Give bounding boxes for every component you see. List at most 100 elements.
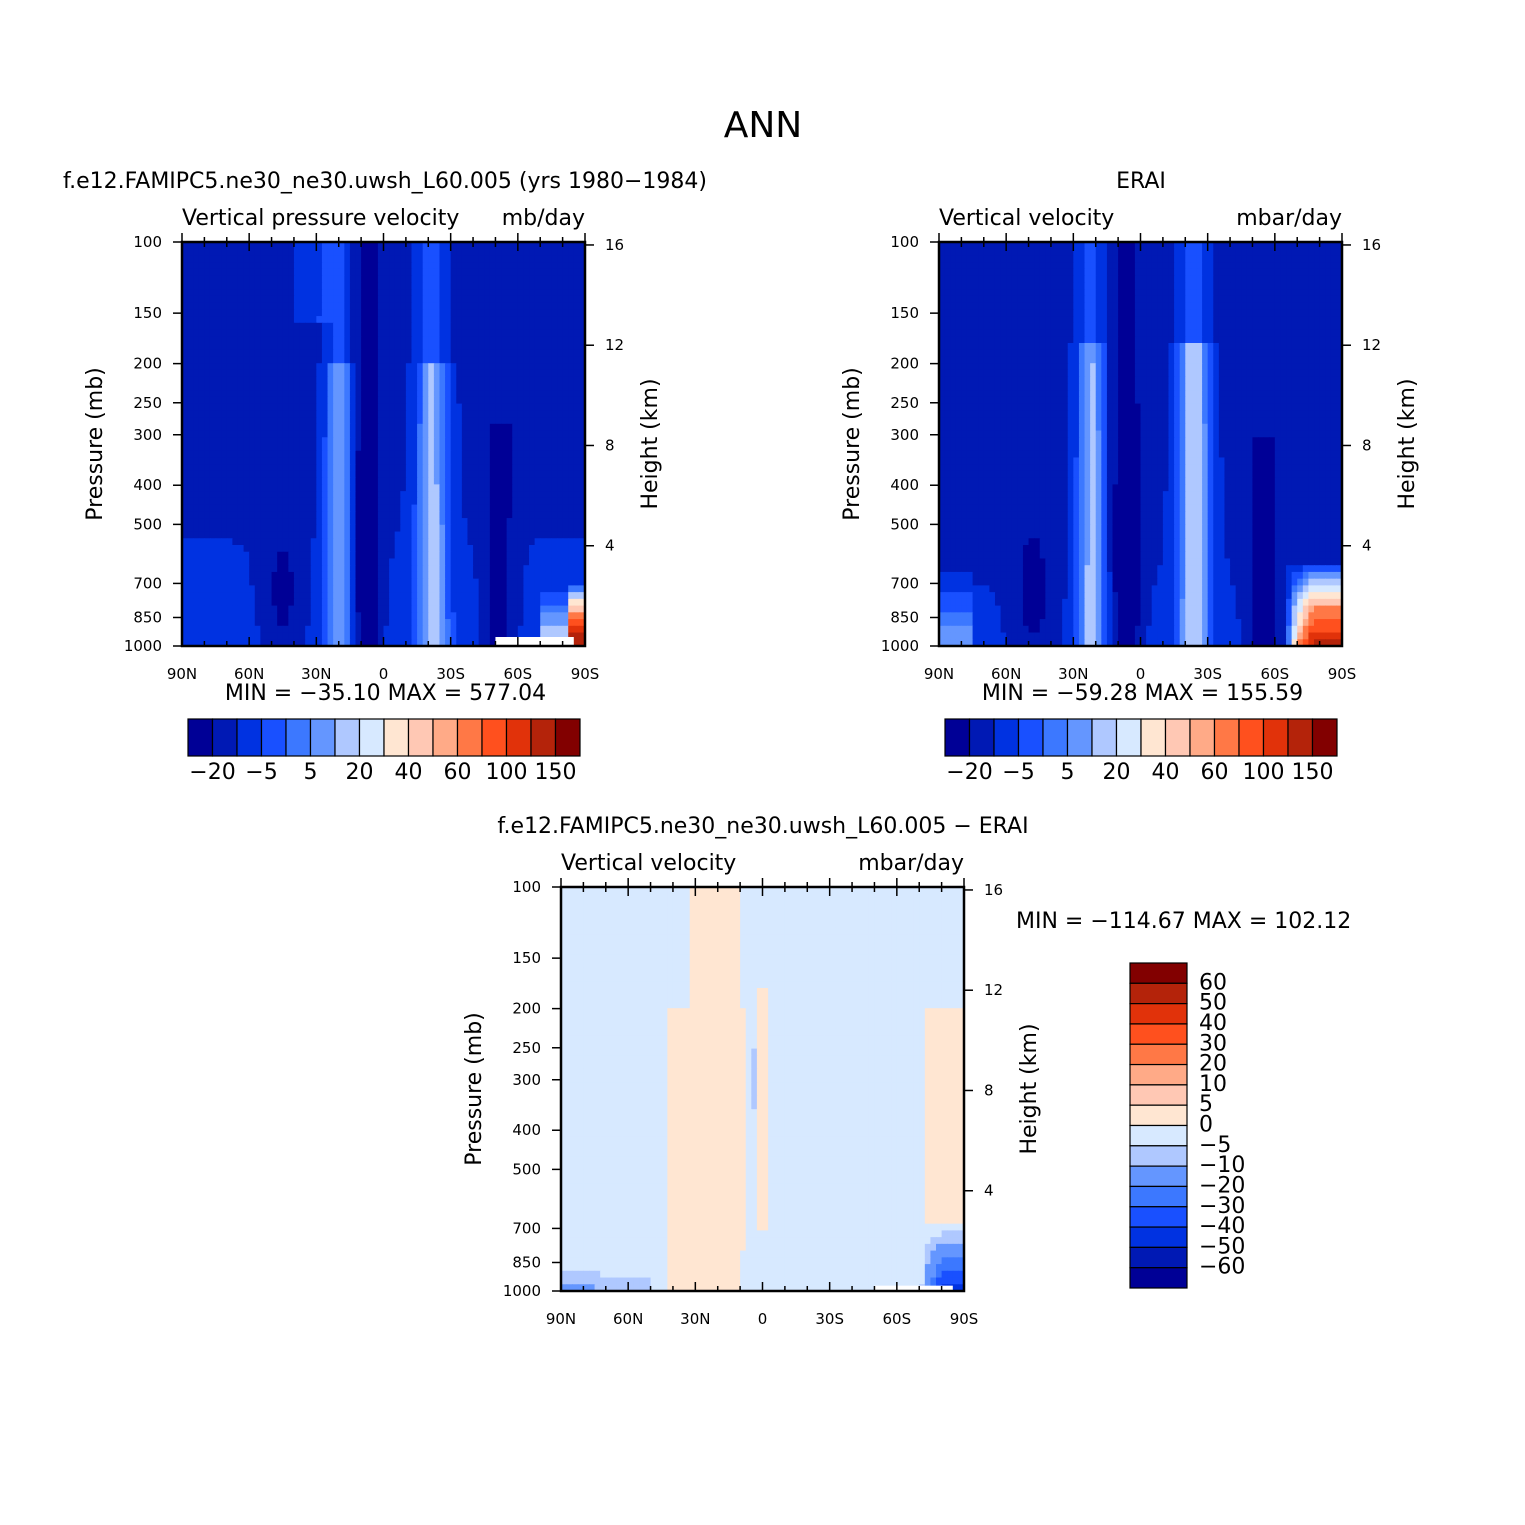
contour-cell	[411, 538, 418, 546]
contour-cell	[950, 275, 957, 283]
contour-cell	[568, 625, 575, 634]
contour-cell	[573, 302, 581, 310]
contour-cell	[243, 302, 250, 310]
contour-cell	[517, 491, 525, 499]
contour-cell	[282, 302, 289, 310]
contour-cell	[955, 275, 962, 283]
contour-cell	[445, 511, 452, 519]
contour-cell	[529, 524, 536, 533]
contour-cell	[338, 390, 345, 398]
contour-cell	[1196, 275, 1203, 283]
contour-cell	[310, 275, 317, 283]
contour-cell	[366, 551, 373, 560]
contour-cell	[187, 295, 194, 304]
contour-cell	[316, 329, 323, 337]
contour-cell	[579, 336, 586, 344]
contour-cell	[282, 598, 289, 607]
contour-cell	[445, 403, 452, 411]
contour-cell	[1151, 282, 1158, 290]
contour-cell	[478, 444, 485, 452]
contour-cell	[221, 524, 228, 533]
contour-cell	[349, 316, 357, 324]
contour-cell	[489, 417, 497, 425]
contour-cell	[506, 430, 513, 438]
contour-cell	[182, 248, 189, 257]
contour-cell	[428, 262, 435, 270]
contour-cell	[282, 558, 289, 566]
contour-cell	[512, 329, 519, 337]
contour-cell	[473, 545, 480, 553]
contour-cell	[579, 437, 586, 445]
contour-cell	[445, 585, 452, 593]
contour-cell	[366, 470, 373, 479]
contour-cell	[271, 470, 278, 479]
contour-cell	[305, 390, 312, 398]
contour-cell	[243, 242, 250, 250]
contour-cell	[433, 343, 441, 351]
contour-cell	[316, 255, 323, 263]
contour-cell	[182, 417, 189, 425]
contour-cell	[501, 619, 508, 627]
contour-cell	[467, 511, 474, 519]
contour-cell	[467, 612, 474, 620]
contour-cell	[1336, 248, 1343, 257]
contour-cell	[428, 255, 435, 263]
contour-cell	[467, 255, 474, 263]
contour-cell	[545, 470, 553, 479]
contour-cell	[361, 417, 368, 425]
contour-cell	[456, 470, 463, 479]
contour-cell	[506, 511, 513, 519]
contour-cell	[939, 248, 946, 257]
contour-cell	[501, 551, 508, 560]
contour-cell	[484, 497, 491, 506]
contour-cell	[545, 275, 553, 283]
contour-cell	[394, 336, 401, 344]
contour-cell	[321, 491, 329, 499]
contour-cell	[215, 625, 222, 634]
contour-cell	[349, 289, 357, 297]
contour-cell	[467, 605, 474, 613]
contour-cell	[512, 538, 519, 546]
contour-cell	[282, 484, 289, 492]
contour-cell	[366, 491, 373, 499]
contour-cell	[422, 585, 429, 593]
contour-cell	[456, 578, 463, 586]
contour-cell	[333, 598, 340, 607]
contour-cell	[305, 477, 312, 485]
contour-cell	[529, 248, 536, 257]
contour-cell	[383, 289, 390, 297]
contour-cell	[1269, 275, 1276, 283]
contour-cell	[573, 585, 581, 593]
contour-cell	[344, 275, 351, 283]
contour-cell	[182, 504, 189, 512]
contour-cell	[344, 417, 351, 425]
contour-cell	[456, 605, 463, 613]
contour-cell	[389, 262, 396, 270]
contour-cell	[1230, 262, 1237, 270]
contour-cell	[187, 289, 194, 297]
contour-cell	[221, 477, 228, 485]
contour-cell	[456, 457, 463, 465]
contour-cell	[989, 289, 996, 297]
contour-cell	[355, 343, 362, 351]
colorbar-model: −20 −5 5 20 40 60 100 150	[187, 718, 581, 785]
x-tick-label: 60N	[234, 665, 264, 683]
contour-cell	[540, 551, 547, 560]
contour-cell	[243, 558, 250, 566]
contour-cell	[512, 524, 519, 533]
contour-cell	[484, 390, 491, 398]
contour-cell	[215, 309, 222, 317]
contour-cell	[433, 430, 441, 438]
contour-cell	[305, 302, 312, 310]
contour-cell	[361, 262, 368, 270]
contour-cell	[327, 390, 334, 398]
contour-cell	[540, 524, 547, 533]
contour-cell	[349, 356, 357, 364]
contour-cell	[1039, 289, 1046, 297]
contour-cell	[950, 262, 957, 270]
contour-cell	[338, 437, 345, 445]
contour-cell	[534, 612, 541, 620]
contour-cell	[282, 545, 289, 553]
contour-cell	[467, 497, 474, 506]
contour-cell	[428, 329, 435, 337]
